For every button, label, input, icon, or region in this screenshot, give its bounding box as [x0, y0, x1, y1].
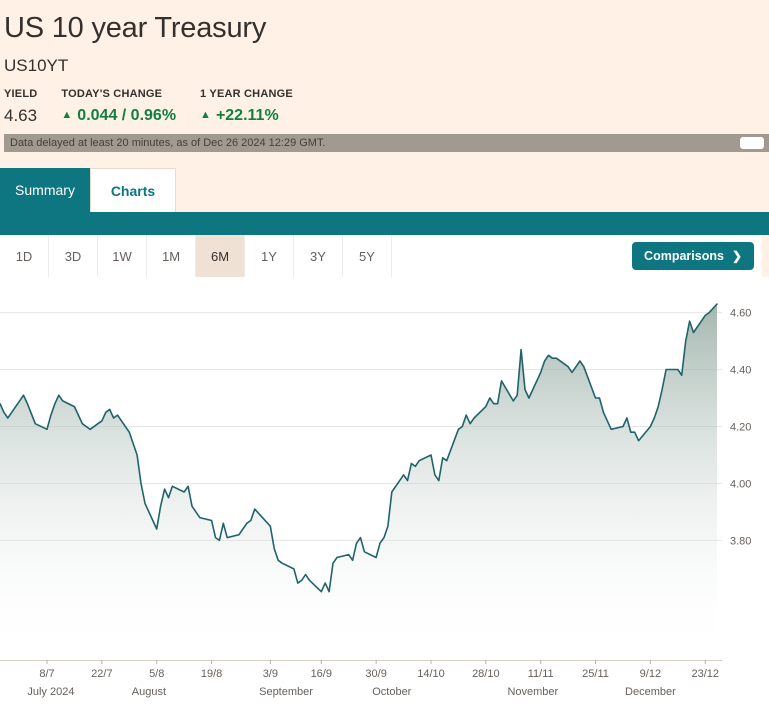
- stat-yield-label: YIELD: [4, 88, 38, 100]
- delay-notice-text: Data delayed at least 20 minutes, as of …: [10, 137, 326, 149]
- up-arrow-icon: ▲: [200, 109, 211, 121]
- range-5y[interactable]: 5Y: [343, 235, 392, 277]
- x-tick-label: 14/10: [417, 668, 445, 680]
- chart-area: 4.60 4.40 4.20 4.00 3.80 8/7 22/7 5/8 19/8 3/9 16/…: [0, 277, 769, 707]
- comparisons-button[interactable]: Comparisons ❯: [632, 242, 754, 270]
- up-arrow-icon: ▲: [61, 109, 73, 121]
- x-tick-label: 30/9: [365, 668, 386, 680]
- x-tick-label: 16/9: [311, 668, 332, 680]
- month-label: October: [372, 686, 411, 698]
- month-label: November: [507, 686, 558, 698]
- month-label: September: [259, 686, 313, 698]
- stat-one-year-change-value: ▲ +22.11%: [200, 105, 293, 126]
- todays-change-text: 0.044 / 0.96%: [77, 107, 177, 124]
- stat-yield: YIELD 4.63: [4, 88, 37, 126]
- y-tick-label: 4.00: [730, 478, 751, 490]
- x-tick-label: 22/7: [91, 668, 112, 680]
- y-tick-label: 3.80: [730, 535, 751, 547]
- tab-summary[interactable]: Summary: [0, 168, 90, 212]
- x-tick-label: 23/12: [691, 668, 719, 680]
- delay-bar-badge[interactable]: [740, 137, 764, 149]
- page-title: US 10 year Treasury: [4, 12, 267, 44]
- teal-divider-band: [0, 212, 769, 235]
- stat-one-year-change: 1 YEAR CHANGE ▲ +22.11%: [200, 88, 293, 126]
- yield-area: [0, 304, 717, 660]
- x-tick-label: 11/11: [528, 668, 554, 680]
- range-1m[interactable]: 1M: [147, 235, 196, 277]
- x-tick-label: 19/8: [201, 668, 222, 680]
- x-tick-label: 25/11: [582, 668, 609, 680]
- range-1w[interactable]: 1W: [98, 235, 147, 277]
- range-selector-row: 1D 3D 1W 1M 6M 1Y 3Y 5Y Comparisons ❯: [0, 235, 762, 277]
- chart-panel: 1D 3D 1W 1M 6M 1Y 3Y 5Y Comparisons ❯ 4.…: [0, 235, 769, 707]
- y-tick-label: 4.60: [730, 308, 751, 320]
- range-6m[interactable]: 6M: [196, 235, 245, 277]
- month-label: December: [625, 686, 676, 698]
- stat-todays-change-label: TODAY'S CHANGE: [61, 88, 163, 100]
- x-tick-label: 3/9: [263, 668, 278, 680]
- stat-todays-change: TODAY'S CHANGE ▲ 0.044 / 0.96%: [61, 88, 176, 126]
- range-1d[interactable]: 1D: [0, 235, 49, 277]
- x-tick-label: 5/8: [149, 668, 164, 680]
- y-tick-label: 4.40: [730, 365, 751, 377]
- y-tick-label: 4.20: [730, 421, 751, 433]
- section-tabs: Summary Charts: [0, 168, 769, 212]
- tab-charts[interactable]: Charts: [90, 168, 176, 212]
- range-1y[interactable]: 1Y: [245, 235, 294, 277]
- x-tick-label: 28/10: [472, 668, 500, 680]
- masthead: US 10 year Treasury US10YT YIELD 4.63 TO…: [0, 0, 769, 152]
- chevron-right-icon: ❯: [731, 249, 742, 263]
- stats-row: YIELD 4.63 TODAY'S CHANGE ▲ 0.044 / 0.96…: [4, 88, 769, 126]
- comparisons-label: Comparisons: [644, 249, 724, 263]
- x-tick-label: 9/12: [640, 668, 661, 680]
- one-year-change-text: +22.11%: [215, 107, 279, 124]
- range-3y[interactable]: 3Y: [294, 235, 343, 277]
- yield-chart[interactable]: 4.60 4.40 4.20 4.00 3.80 8/7 22/7 5/8 19/8 3/9 16/…: [0, 277, 769, 707]
- delay-notice-bar: Data delayed at least 20 minutes, as of …: [4, 134, 769, 152]
- range-3d[interactable]: 3D: [49, 235, 98, 277]
- x-tick-label: 8/7: [39, 668, 54, 680]
- month-label: July 2024: [27, 686, 74, 698]
- stat-yield-value: 4.63: [4, 106, 38, 125]
- stat-todays-change-value: ▲ 0.044 / 0.96%: [61, 105, 176, 126]
- instrument-symbol: US10YT: [4, 56, 69, 75]
- yield-line: [0, 303, 718, 593]
- stat-one-year-change-label: 1 YEAR CHANGE: [200, 88, 293, 100]
- month-label: August: [132, 686, 166, 698]
